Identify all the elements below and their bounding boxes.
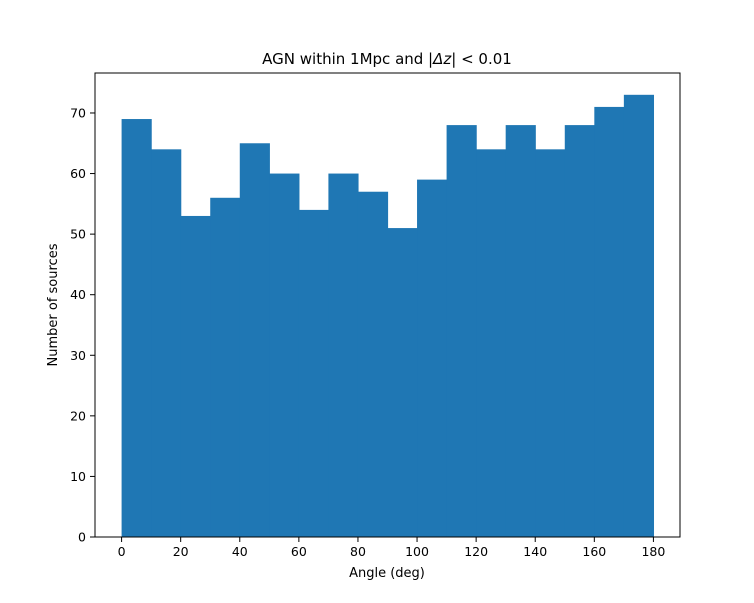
y-axis: 0 10 20 30 40 50 60 70 xyxy=(70,105,95,545)
x-tick-label: 140 xyxy=(523,544,547,559)
y-tick-label: 30 xyxy=(70,348,86,363)
x-tick-label: 40 xyxy=(232,544,248,559)
y-tick-label: 10 xyxy=(70,469,86,484)
histogram-bar xyxy=(623,94,655,537)
y-tick-label: 70 xyxy=(70,105,86,120)
y-tick-label: 60 xyxy=(70,166,86,181)
x-tick-label: 80 xyxy=(350,544,366,559)
histogram-bar xyxy=(210,197,241,537)
histogram-bar xyxy=(298,209,330,537)
histogram-bar xyxy=(446,125,477,537)
histogram-bar xyxy=(151,149,182,537)
histogram-bar xyxy=(180,215,211,537)
histogram-bar xyxy=(535,149,566,537)
y-tick-label: 50 xyxy=(70,227,86,242)
x-axis: 0 20 40 60 80 100 120 140 160 180 xyxy=(118,537,665,559)
histogram-bar xyxy=(121,119,152,537)
chart-title: AGN within 1Mpc and |Δz| < 0.01 xyxy=(262,50,512,68)
histogram-bar xyxy=(239,143,270,538)
x-tick-label: 20 xyxy=(173,544,189,559)
histogram-bar xyxy=(417,179,448,537)
x-tick-label: 60 xyxy=(291,544,307,559)
x-tick-label: 0 xyxy=(118,544,126,559)
histogram-bar xyxy=(564,125,595,537)
x-tick-label: 160 xyxy=(582,544,606,559)
plot-frame xyxy=(94,72,681,538)
y-tick-label: 0 xyxy=(78,530,86,545)
x-tick-label: 100 xyxy=(405,544,429,559)
y-axis-label: Number of sources xyxy=(46,243,61,366)
histogram-bar xyxy=(357,191,389,538)
histogram-bar xyxy=(387,228,418,537)
x-tick-label: 180 xyxy=(641,544,665,559)
histogram-bar xyxy=(476,149,507,537)
y-tick-label: 40 xyxy=(70,287,86,302)
x-tick-label: 120 xyxy=(464,544,488,559)
y-tick-label: 20 xyxy=(70,408,86,423)
histogram-bar xyxy=(328,173,359,537)
histogram-bar xyxy=(505,125,536,537)
histogram-bar xyxy=(594,106,625,538)
histogram-bar xyxy=(269,173,300,537)
x-axis-label: Angle (deg) xyxy=(349,566,425,581)
bars-group xyxy=(121,94,655,538)
